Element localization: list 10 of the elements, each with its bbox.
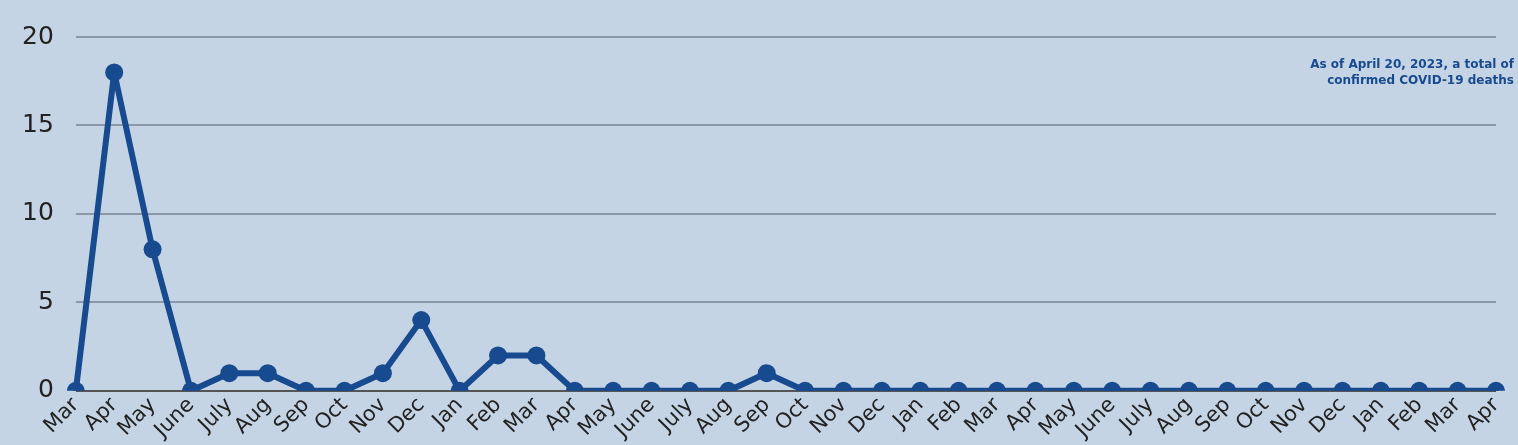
x-tick-label: Mar xyxy=(498,391,545,438)
annotation: As of April 20, 2023, a total of confirmed COVID-19 deaths xyxy=(1309,56,1514,88)
x-tick-label: Dec xyxy=(382,392,429,438)
y-tick-label: 15 xyxy=(22,108,54,138)
x-tick-label: Mar xyxy=(959,391,1005,438)
x-tick-label: Dec xyxy=(1304,392,1350,438)
y-tick-label: 10 xyxy=(22,197,54,227)
y-tick-label: 0 xyxy=(37,374,54,404)
y-tick-label: 20 xyxy=(22,20,54,50)
y-tick-label: 5 xyxy=(37,285,54,315)
